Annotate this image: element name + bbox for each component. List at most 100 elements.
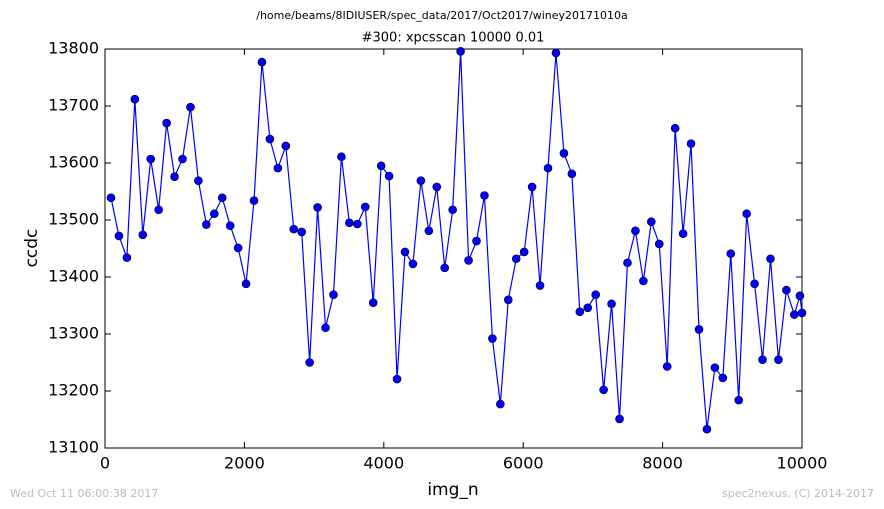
plot-frame	[104, 48, 803, 449]
data-point	[194, 176, 203, 185]
data-point	[583, 303, 593, 313]
data-point	[631, 226, 640, 236]
y-tick-label: 13600	[48, 153, 99, 172]
x-tick-label: 4000	[363, 454, 404, 473]
footer-right: spec2nexus, (C) 2014-2017	[722, 487, 874, 500]
data-point	[758, 355, 767, 364]
y-axis-label: ccdc	[22, 229, 42, 268]
data-point	[623, 258, 632, 268]
chart-title: #300: xpcsscan 10000 0.01	[362, 31, 545, 46]
data-point	[599, 385, 608, 395]
data-point	[543, 163, 553, 173]
x-tick-label: 0	[100, 454, 110, 473]
data-point	[289, 224, 299, 234]
data-point	[217, 193, 227, 203]
data-point	[384, 171, 394, 181]
data-point	[790, 310, 799, 319]
suptitle: /home/beams/8IDIUSER/spec_data/2017/Oct2…	[256, 9, 628, 22]
y-tick-label: 13200	[48, 381, 99, 400]
data-point	[718, 373, 728, 383]
data-point	[615, 414, 624, 424]
data-point	[750, 279, 759, 289]
data-point	[766, 254, 775, 264]
data-point	[249, 196, 259, 205]
y-tick-label: 13300	[48, 324, 99, 343]
data-point	[575, 307, 585, 317]
data-point	[273, 163, 283, 173]
data-point	[408, 259, 418, 269]
x-tick-label: 10000	[777, 454, 828, 473]
data-point	[146, 154, 156, 164]
data-point	[154, 205, 163, 215]
data-point	[392, 374, 402, 384]
data-point	[424, 226, 434, 236]
data-point	[400, 247, 410, 257]
data-point	[448, 205, 457, 215]
data-point	[345, 218, 354, 228]
data-point	[472, 236, 481, 246]
data-point	[329, 290, 338, 299]
y-tick-label: 13400	[48, 267, 99, 286]
data-point	[456, 46, 465, 56]
data-point	[305, 358, 314, 367]
data-point	[368, 298, 378, 307]
data-point	[662, 362, 672, 371]
data-point	[106, 193, 116, 203]
data-point	[440, 263, 450, 273]
data-point	[162, 118, 171, 128]
data-point	[647, 217, 656, 227]
data-point	[130, 94, 140, 104]
data-point	[225, 221, 235, 230]
data-point	[726, 249, 736, 258]
data-point	[376, 161, 386, 171]
y-tick-label: 13800	[48, 39, 99, 58]
data-point	[313, 203, 322, 212]
data-point	[202, 220, 211, 229]
data-point	[639, 276, 648, 286]
data-point	[591, 290, 600, 299]
data-point	[464, 256, 473, 265]
data-point	[503, 295, 513, 305]
data-point	[321, 323, 330, 333]
y-tick-label: 13700	[48, 96, 99, 115]
data-point	[519, 247, 529, 257]
data-point	[742, 209, 751, 219]
data-point	[654, 239, 664, 249]
data-point	[551, 48, 561, 58]
data-point	[209, 209, 219, 219]
data-point	[795, 291, 805, 301]
x-tick-label: 6000	[503, 454, 544, 473]
data-point	[281, 141, 291, 151]
data-point	[797, 308, 807, 318]
data-point	[480, 191, 489, 200]
data-point	[122, 253, 132, 262]
data-point	[114, 231, 124, 241]
data-point	[297, 227, 306, 237]
y-tick-label: 13100	[48, 438, 99, 457]
data-point	[186, 102, 195, 112]
data-point	[782, 285, 791, 295]
footer-left: Wed Oct 11 06:00:38 2017	[10, 487, 158, 500]
y-tick-label: 13500	[48, 210, 99, 229]
data-point	[432, 182, 442, 192]
data-point	[559, 149, 569, 158]
data-point	[138, 230, 148, 240]
data-point	[670, 123, 680, 133]
data-point	[527, 182, 537, 192]
x-tick-label: 2000	[224, 454, 265, 473]
data-point	[337, 152, 346, 162]
data-point	[241, 279, 251, 289]
data-point	[607, 299, 616, 309]
data-point	[710, 363, 720, 372]
data-point	[702, 424, 712, 434]
data-point	[353, 219, 362, 229]
data-point	[416, 176, 426, 185]
data-point	[734, 395, 744, 405]
data-point	[774, 355, 783, 364]
x-tick-label: 8000	[642, 454, 683, 473]
data-point	[686, 139, 696, 148]
data-point	[265, 134, 275, 144]
data-point	[511, 254, 521, 264]
data-point	[178, 154, 187, 164]
